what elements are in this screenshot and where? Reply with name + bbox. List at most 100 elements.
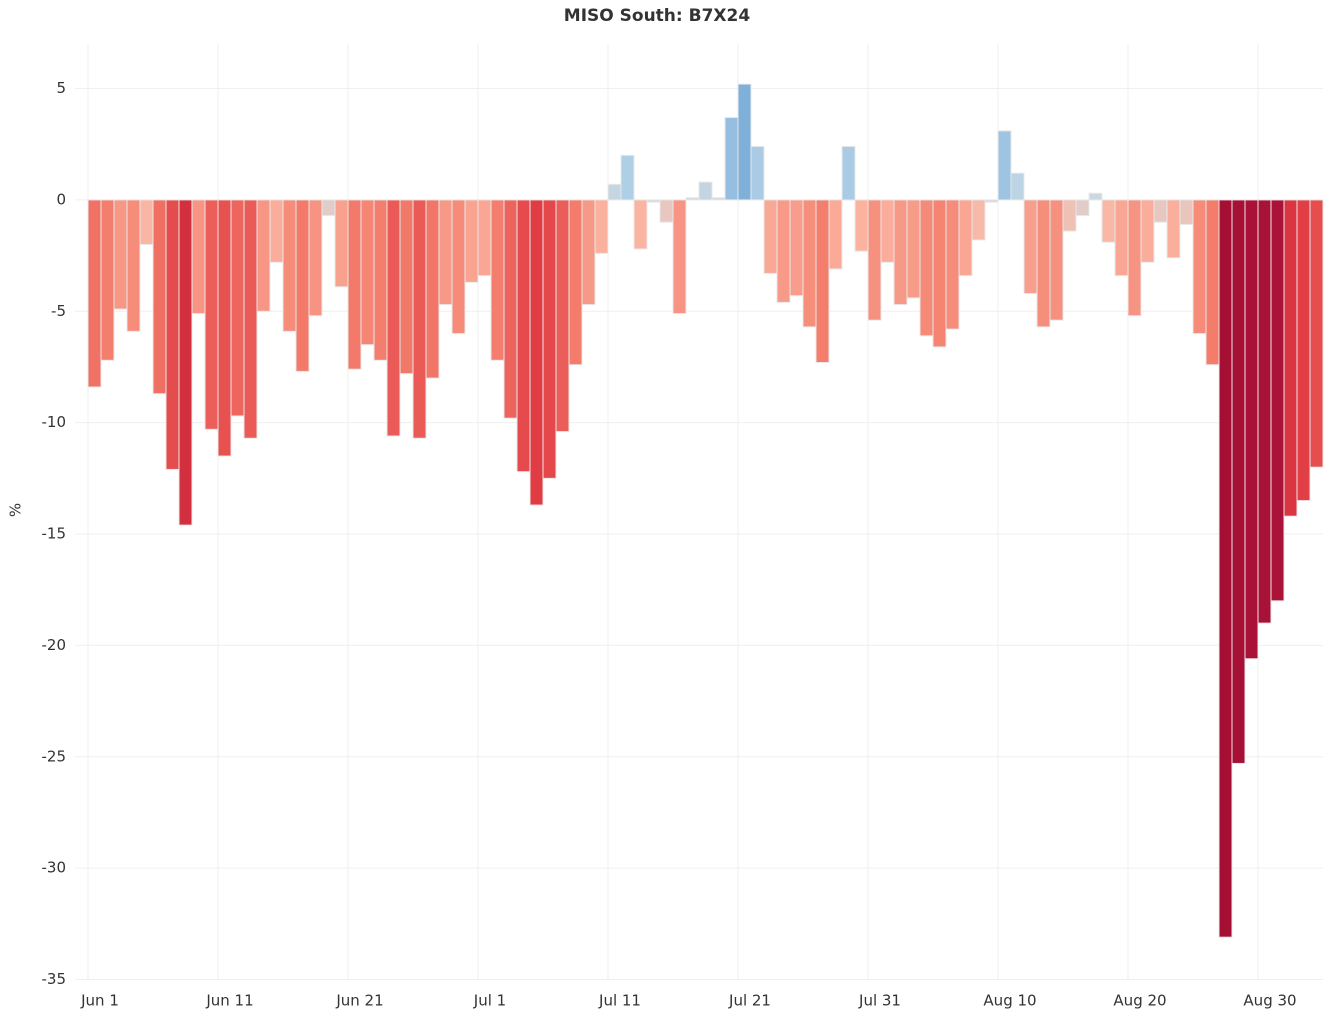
bar — [1283, 199, 1298, 517]
bar — [737, 83, 752, 201]
chart-title: MISO South: B7X24 — [564, 6, 751, 26]
bar — [568, 199, 583, 366]
bar — [776, 199, 791, 303]
bar — [1023, 199, 1038, 294]
x-tick-label: Aug 20 — [1113, 992, 1166, 1010]
x-tick-label: Jun 11 — [205, 992, 253, 1010]
bar — [867, 199, 882, 321]
bar — [87, 199, 102, 388]
bar — [477, 199, 492, 277]
bar — [1244, 199, 1259, 660]
bar — [490, 199, 505, 361]
bar — [620, 154, 635, 201]
bar — [1270, 199, 1285, 602]
bar — [347, 199, 362, 370]
bar — [646, 199, 661, 203]
bar — [1036, 199, 1051, 328]
bar — [451, 199, 466, 335]
bar — [191, 199, 206, 315]
x-tick-label: Jun 21 — [335, 992, 383, 1010]
bar — [1231, 199, 1246, 764]
bar — [1153, 199, 1168, 223]
bar — [958, 199, 973, 277]
bar — [893, 199, 908, 306]
bar — [399, 199, 414, 375]
bar — [659, 199, 674, 223]
bar — [1218, 199, 1233, 938]
bar — [113, 199, 128, 310]
bar — [165, 199, 180, 470]
bar — [464, 199, 479, 283]
bar — [815, 199, 830, 364]
bar — [1140, 199, 1155, 263]
bar — [1075, 199, 1090, 217]
bar — [1062, 199, 1077, 232]
bar — [269, 199, 284, 263]
y-tick-label: -30 — [42, 859, 67, 877]
bar — [243, 199, 258, 439]
bar — [906, 199, 921, 299]
bar — [711, 197, 726, 201]
bar — [1101, 199, 1116, 243]
bar — [1309, 199, 1324, 468]
bar — [724, 117, 739, 201]
y-tick-label: 0 — [56, 190, 66, 208]
x-tick-label: Aug 30 — [1243, 992, 1296, 1010]
bar — [1010, 172, 1025, 201]
bar — [1127, 199, 1142, 317]
bar — [295, 199, 310, 372]
bar — [100, 199, 115, 361]
bar — [425, 199, 440, 379]
x-tick-label: Aug 10 — [983, 992, 1036, 1010]
x-tick-label: Jun 1 — [80, 992, 119, 1010]
bar — [503, 199, 518, 419]
bar — [321, 199, 336, 217]
bar — [763, 199, 778, 274]
bar — [360, 199, 375, 346]
bar — [828, 199, 843, 270]
bar — [152, 199, 167, 395]
bar — [984, 199, 999, 203]
bar — [204, 199, 219, 430]
y-tick-label: -35 — [42, 970, 67, 988]
bar — [1049, 199, 1064, 321]
bar — [1114, 199, 1129, 277]
bar — [386, 199, 401, 437]
bar — [230, 199, 245, 417]
x-tick-label: Jul 11 — [598, 992, 641, 1010]
bar — [542, 199, 557, 479]
bar — [802, 199, 817, 328]
bar — [594, 199, 609, 254]
bar — [581, 199, 596, 306]
bar — [880, 199, 895, 263]
y-tick-label: -10 — [42, 413, 67, 431]
x-tick-label: Jul 1 — [473, 992, 506, 1010]
bar — [256, 199, 271, 312]
bar — [1205, 199, 1220, 366]
bar — [789, 199, 804, 297]
bar — [1257, 199, 1272, 624]
y-tick-label: -25 — [42, 747, 67, 765]
y-tick-label: 5 — [56, 79, 66, 97]
bar — [685, 197, 700, 201]
bar — [1088, 192, 1103, 201]
bar — [178, 199, 193, 526]
bar — [438, 199, 453, 306]
bar — [1166, 199, 1181, 259]
y-tick-label: -20 — [42, 636, 67, 654]
bar — [932, 199, 947, 348]
bar — [126, 199, 141, 332]
bar — [854, 199, 869, 252]
bar — [139, 199, 154, 245]
bar — [412, 199, 427, 439]
x-tick-label: Jul 31 — [858, 992, 901, 1010]
y-tick-label: -5 — [51, 302, 66, 320]
bar — [607, 183, 622, 201]
bar — [919, 199, 934, 337]
bar — [971, 199, 986, 241]
x-tick-label: Jul 21 — [728, 992, 771, 1010]
bar — [529, 199, 544, 506]
bar — [373, 199, 388, 361]
bar — [945, 199, 960, 330]
